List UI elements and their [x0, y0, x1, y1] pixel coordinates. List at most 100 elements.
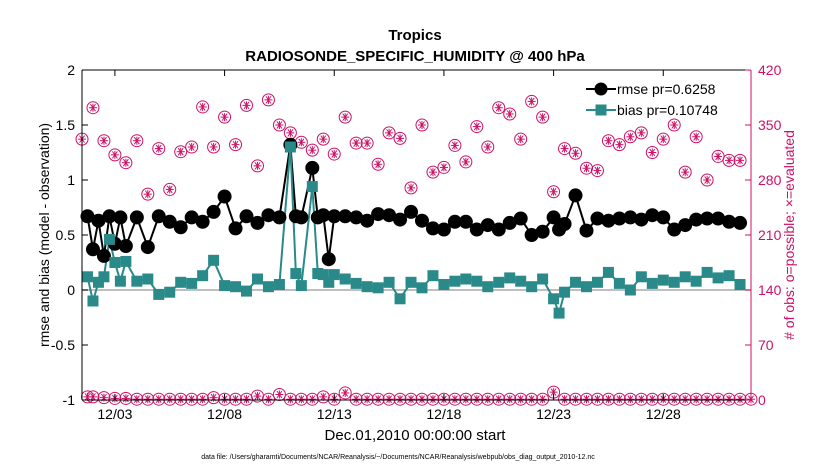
x-tick-label: 12/23	[536, 406, 571, 422]
obs-possible-circle	[733, 153, 747, 167]
obs-possible-point	[733, 153, 747, 167]
obs-zero-point	[645, 392, 659, 406]
obs-possible-circle	[152, 392, 166, 406]
obs-zero-point	[612, 392, 626, 406]
y-tick-label-right: 350	[758, 117, 782, 133]
obs-possible-circle	[119, 156, 133, 170]
obs-possible-circle	[722, 153, 736, 167]
rmse-point	[579, 223, 594, 238]
obs-possible-point	[272, 118, 286, 132]
obs-possible-circle	[229, 392, 243, 406]
obs-possible-circle	[261, 392, 275, 406]
obs-zero-point	[141, 392, 155, 406]
obs-possible-circle	[207, 391, 221, 405]
obs-zero-point	[174, 392, 188, 406]
obs-possible-circle	[470, 120, 484, 134]
obs-possible-point	[667, 118, 681, 132]
y-tick-label-left: 1	[67, 172, 75, 188]
obs-possible-circle	[338, 110, 352, 124]
rmse-point	[118, 239, 133, 253]
obs-possible-point	[459, 155, 473, 169]
bias-point	[591, 276, 603, 288]
obs-possible-circle	[261, 93, 275, 107]
obs-possible-circle	[689, 392, 703, 406]
bias-point	[493, 276, 505, 288]
rmse-point	[129, 210, 144, 225]
obs-possible-circle	[141, 187, 155, 201]
obs-possible-circle	[711, 392, 725, 406]
obs-possible-circle	[196, 392, 210, 406]
obs-zero-point	[404, 392, 418, 406]
bias-point	[504, 272, 516, 284]
obs-possible-circle	[174, 392, 188, 406]
obs-possible-circle	[612, 138, 626, 152]
bias-point	[526, 281, 538, 293]
bias-point	[548, 293, 560, 305]
x-tick-label: 12/13	[317, 406, 352, 422]
obs-possible-circle	[305, 392, 319, 406]
bias-point	[186, 277, 198, 289]
obs-possible-point	[338, 110, 352, 124]
bias-point	[109, 257, 121, 268]
y-tick-label-left: -1	[63, 392, 76, 408]
obs-possible-point	[437, 160, 451, 174]
obs-zero-point	[711, 392, 725, 406]
obs-possible-circle	[481, 392, 495, 406]
rmse-point	[557, 217, 572, 231]
obs-possible-point	[656, 132, 670, 146]
obs-possible-circle	[393, 131, 407, 145]
bias-point	[164, 286, 176, 298]
obs-possible-circle	[525, 392, 539, 406]
bias-point	[602, 266, 614, 278]
obs-possible-point	[722, 153, 736, 167]
obs-possible-circle	[733, 392, 747, 406]
obs-zero-point	[590, 392, 604, 406]
obs-possible-circle	[404, 181, 418, 195]
obs-possible-point	[240, 98, 254, 112]
y-tick-label-left: 0.5	[56, 227, 76, 243]
obs-possible-circle	[371, 157, 385, 171]
obs-possible-circle	[678, 392, 692, 406]
bias-point	[120, 255, 132, 267]
obs-zero-point	[470, 392, 484, 406]
obs-possible-point	[218, 110, 232, 124]
obs-possible-point	[316, 132, 330, 146]
obs-possible-circle	[601, 392, 615, 406]
obs-possible-circle	[634, 126, 648, 140]
axis-ticks: 12/03 12/08 12/13 12/18 12/23 12/28 2 1.5 1 0.5 0 -…	[51, 62, 782, 422]
obs-possible-circle	[558, 142, 572, 156]
rmse-point	[393, 212, 408, 227]
obs-zero-point	[294, 392, 308, 406]
y-axis-label-left: rmse and bias (model - observation)	[36, 123, 52, 347]
bias-point	[405, 276, 417, 288]
rmse-point	[305, 160, 320, 175]
obs-possible-circle	[305, 143, 319, 157]
bias-point	[668, 276, 680, 288]
obs-possible-point	[612, 138, 626, 152]
bias-point	[339, 273, 351, 285]
bias-point	[197, 270, 209, 282]
obs-possible-circle	[569, 392, 583, 406]
bias-point	[416, 282, 428, 294]
obs-zero-point	[415, 392, 429, 406]
obs-zero-point	[503, 392, 517, 406]
obs-possible-circle	[240, 98, 254, 112]
bias-point	[328, 269, 340, 281]
obs-zero-point	[536, 392, 550, 406]
obs-zero-point	[601, 392, 615, 406]
obs-possible-circle	[229, 138, 243, 152]
bias-point	[438, 279, 450, 290]
legend-rmse-marker	[594, 82, 608, 96]
rmse-point	[195, 214, 210, 229]
y-tick-label-right: 140	[758, 282, 782, 298]
rmse-point	[294, 210, 309, 225]
bias-point	[427, 270, 439, 282]
bias-point	[613, 277, 625, 289]
obs-possible-circle	[404, 392, 418, 406]
y-tick-label-right: 70	[758, 337, 774, 353]
obs-zero-point	[371, 392, 385, 406]
rmse-point	[250, 215, 265, 230]
obs-possible-circle	[590, 164, 604, 178]
obs-possible-circle	[514, 392, 528, 406]
obs-zero-point	[514, 392, 528, 406]
